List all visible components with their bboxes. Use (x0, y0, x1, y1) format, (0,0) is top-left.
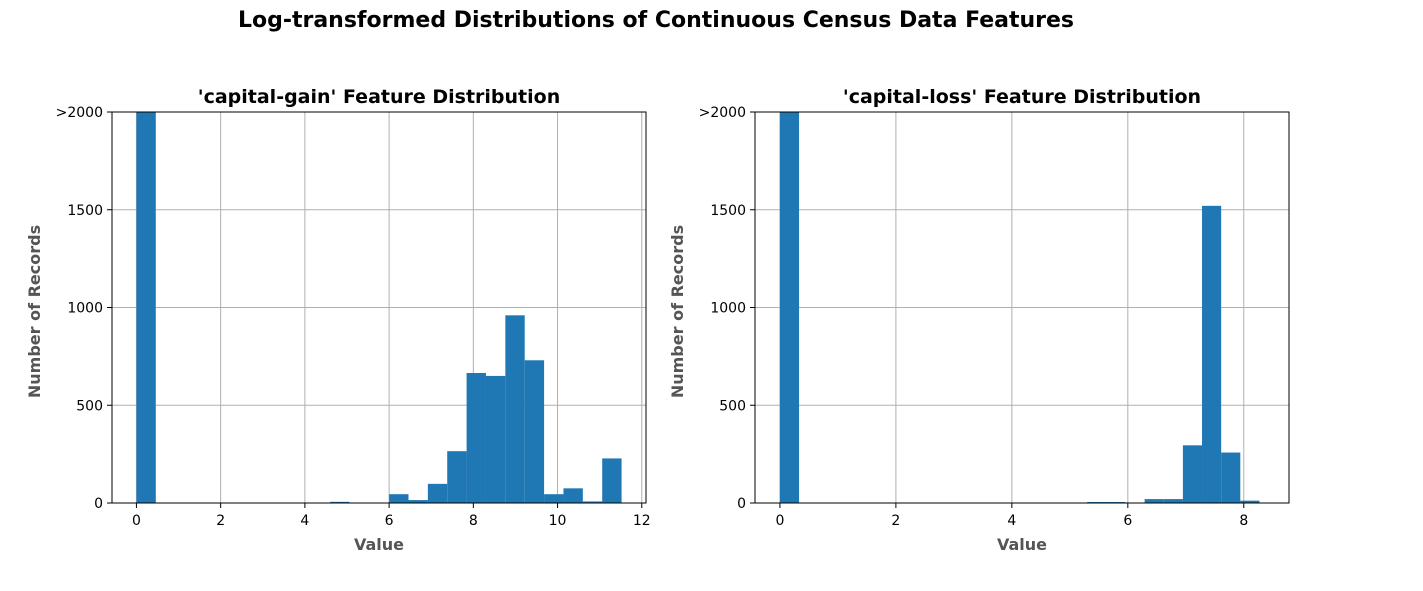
y-tick-label: 1500 (67, 203, 103, 219)
subplot-title: 'capital-loss' Feature Distribution (843, 86, 1201, 108)
histogram-bar (485, 375, 506, 503)
histogram-bar (408, 500, 428, 503)
y-tick-label: >2000 (56, 105, 103, 121)
histogram-bar (544, 494, 564, 503)
x-tick-label: 4 (1007, 513, 1016, 529)
x-tick-label: 4 (300, 513, 309, 529)
x-axis-label: Value (997, 535, 1047, 554)
histogram-bar (389, 494, 409, 503)
x-tick-label: 6 (385, 513, 394, 529)
x-tick-label: 2 (216, 513, 225, 529)
x-tick-label: 0 (775, 513, 784, 529)
histogram-bar (1221, 452, 1241, 503)
x-tick-label: 0 (132, 513, 141, 529)
histogram-bar (582, 501, 603, 503)
histogram-bar (330, 501, 350, 503)
histogram-bar (1202, 205, 1222, 503)
x-tick-label: 12 (633, 513, 651, 529)
histogram-bar (602, 458, 622, 503)
histogram-bar (427, 483, 448, 503)
histogram-bar (1144, 499, 1164, 503)
y-tick-label: >2000 (699, 105, 746, 121)
x-tick-label: 2 (891, 513, 900, 529)
figure-title: Log-transformed Distributions of Continu… (237, 8, 1075, 33)
histogram-bar (1182, 445, 1203, 503)
y-tick-label: 1000 (67, 301, 103, 317)
y-tick-label: 0 (94, 496, 103, 512)
x-tick-label: 8 (469, 513, 478, 529)
histogram-bar (1240, 500, 1260, 503)
histogram-bar (505, 315, 525, 503)
histogram-bar (466, 372, 486, 503)
x-axis-label: Value (354, 535, 404, 554)
histogram-bar (1163, 499, 1183, 503)
histogram-bar (447, 451, 467, 503)
y-tick-label: 1500 (710, 203, 746, 219)
x-tick-label: 10 (549, 513, 567, 529)
y-tick-label: 1000 (710, 301, 746, 317)
x-tick-label: 6 (1123, 513, 1132, 529)
y-axis-label: Number of Records (25, 225, 44, 398)
histogram-bar (136, 112, 156, 503)
x-tick-label: 8 (1239, 513, 1248, 529)
y-tick-label: 500 (719, 398, 746, 414)
histogram-bar (524, 360, 545, 503)
histogram-bar (779, 112, 800, 503)
y-tick-label: 500 (76, 398, 103, 414)
y-tick-label: 0 (737, 496, 746, 512)
y-axis-label: Number of Records (668, 225, 687, 398)
histogram-bar (563, 488, 583, 503)
subplot-title: 'capital-gain' Feature Distribution (198, 86, 560, 108)
